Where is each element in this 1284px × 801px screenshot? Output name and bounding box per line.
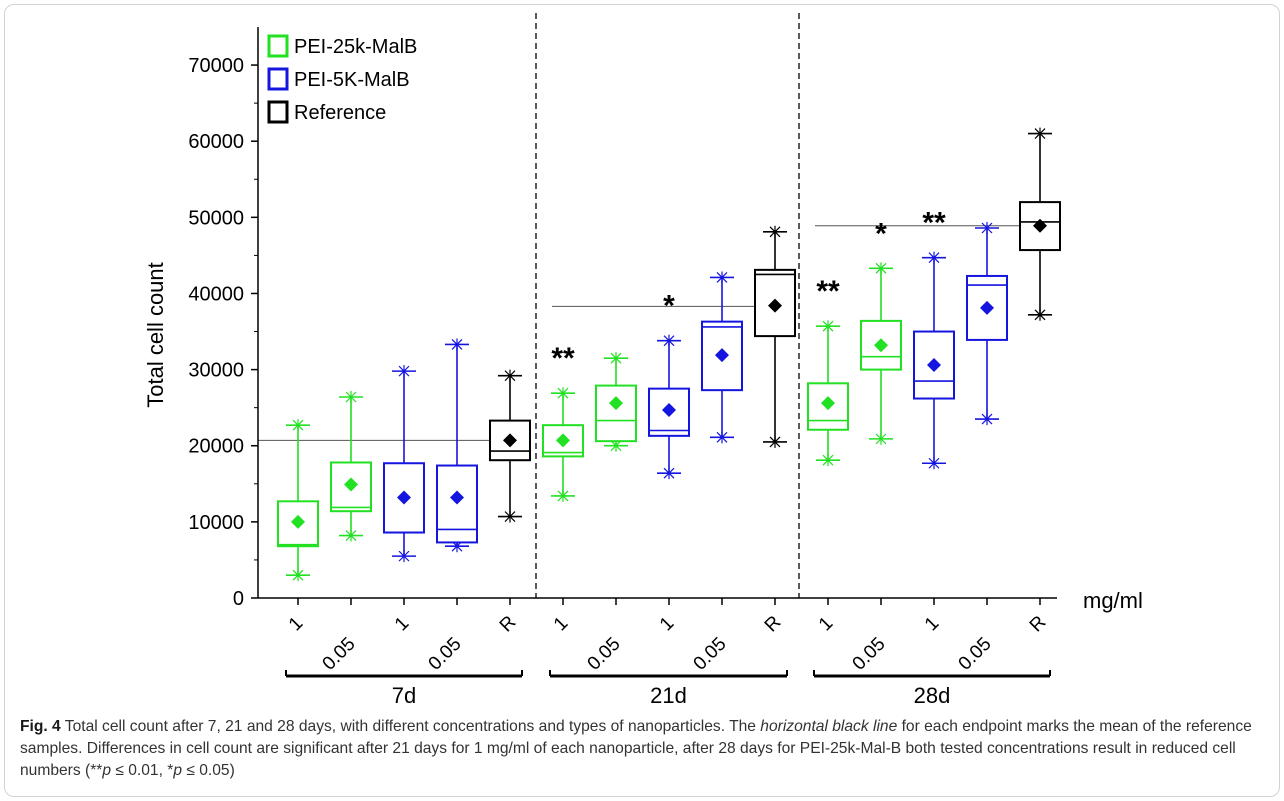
mean-marker <box>291 514 305 529</box>
significance-marker: * <box>875 217 887 250</box>
box-28d-PEI-25k-MalB-1: ** <box>807 275 849 467</box>
mean-marker <box>662 402 676 417</box>
caption-text-3: ≤ 0.01, * <box>111 762 174 779</box>
legend: PEI-25k-MalB PEI-5K-MalB Reference <box>267 34 417 124</box>
mean-marker <box>503 433 517 448</box>
box-body <box>648 387 690 437</box>
figure-caption: Fig. 4 Total cell count after 7, 21 and … <box>20 716 1260 782</box>
box-7d-PEI-25k-MalB-1 <box>277 419 319 582</box>
x-axis-unit-label: mg/ml <box>1083 588 1143 613</box>
significance-marker: ** <box>816 275 840 308</box>
x-tick-label: 0.05 <box>955 634 996 675</box>
x-tick-label: 1 <box>921 613 943 635</box>
box-7d-Reference-R <box>489 369 531 523</box>
caption-text-4: ≤ 0.05) <box>182 762 235 779</box>
caption-italic: horizontal black line <box>760 718 898 735</box>
x-tick-label: 0.05 <box>319 634 360 675</box>
boxes: *** *** ** <box>277 127 1061 582</box>
mean-marker <box>397 490 411 505</box>
y-tick-label: 60000 <box>188 131 244 153</box>
y-tick-label: 30000 <box>188 360 244 382</box>
caption-p2: p <box>173 762 183 779</box>
y-tick-label: 70000 <box>188 55 244 77</box>
box-7d-PEI-5K-MalB-1 <box>383 365 425 563</box>
box-body <box>754 268 796 338</box>
significance-marker: ** <box>551 342 575 375</box>
legend-swatch <box>267 34 289 58</box>
x-tick-label: 0.05 <box>584 634 625 675</box>
figure-frame <box>4 4 1280 797</box>
caption-text-1: Total cell count after 7, 21 and 28 days… <box>60 718 761 735</box>
y-axis-label: Total cell count <box>143 262 168 408</box>
x-tick-label: 0.05 <box>690 634 731 675</box>
x-tick-label: 1 <box>550 613 572 635</box>
box-28d-PEI-5K-MalB-1: ** <box>913 207 955 470</box>
legend-label: PEI-25k-MalB <box>294 36 417 58</box>
box-28d-Reference-R <box>1019 127 1061 321</box>
y-tick-label: 10000 <box>188 512 244 534</box>
significance-marker: * <box>663 290 675 323</box>
mean-marker <box>874 338 888 353</box>
box-21d-Reference-R <box>754 225 796 448</box>
mean-marker <box>821 396 835 411</box>
caption-label: Fig. 4 <box>20 718 61 735</box>
x-tick-label: 0.05 <box>849 634 890 675</box>
x-tick-label: R <box>496 612 521 637</box>
box-21d-PEI-5K-MalB-1: * <box>648 290 690 480</box>
legend-label: PEI-5K-MalB <box>294 69 410 91</box>
mean-marker <box>768 298 782 313</box>
box-21d-PEI-25k-MalB-0.05 <box>595 352 637 452</box>
legend-label: Reference <box>294 102 386 124</box>
legend-swatch <box>267 100 289 124</box>
mean-marker <box>344 477 358 492</box>
box-28d-PEI-5K-MalB-0.05 <box>966 221 1008 426</box>
legend-swatch <box>267 67 289 91</box>
caption-text-2: for each endpoint marks the mean of the … <box>20 718 1252 779</box>
x-tick-label: 1 <box>656 613 678 635</box>
x-tick-label: 1 <box>391 613 413 635</box>
mean-marker <box>1033 218 1047 233</box>
x-tick-label: 0.05 <box>425 634 466 675</box>
mean-marker <box>980 300 994 315</box>
group-label: 21d <box>650 683 687 708</box>
box-28d-PEI-25k-MalB-0.05: * <box>860 217 902 445</box>
box-21d-PEI-5K-MalB-0.05 <box>701 271 743 444</box>
group-label: 7d <box>392 683 416 708</box>
significance-marker: ** <box>922 207 946 240</box>
y-tick-label: 50000 <box>188 207 244 229</box>
mean-marker <box>609 396 623 411</box>
x-tick-label: 1 <box>285 613 307 635</box>
axes <box>251 13 1057 605</box>
x-tick-label: R <box>1026 612 1051 637</box>
y-tick-label: 40000 <box>188 283 244 305</box>
caption-p1: p <box>102 762 112 779</box>
x-tick-label: R <box>761 612 786 637</box>
box-7d-PEI-25k-MalB-0.05 <box>330 391 372 542</box>
mean-marker <box>715 348 729 363</box>
box-body <box>595 384 637 443</box>
mean-marker <box>556 433 570 448</box>
x-tick-label: 1 <box>815 613 837 635</box>
y-tick-label: 20000 <box>188 436 244 458</box>
group-label: 28d <box>914 683 951 708</box>
mean-marker <box>927 358 941 373</box>
box-7d-PEI-5K-MalB-0.05 <box>436 338 478 553</box>
box-plot-chart: *** *** ** 0100002000030000400005000060000… <box>143 13 1143 708</box>
box-21d-PEI-25k-MalB-1: ** <box>542 342 584 502</box>
y-tick-label: 0 <box>233 588 244 610</box>
reference-lines <box>258 225 1040 441</box>
mean-marker <box>450 490 464 505</box>
